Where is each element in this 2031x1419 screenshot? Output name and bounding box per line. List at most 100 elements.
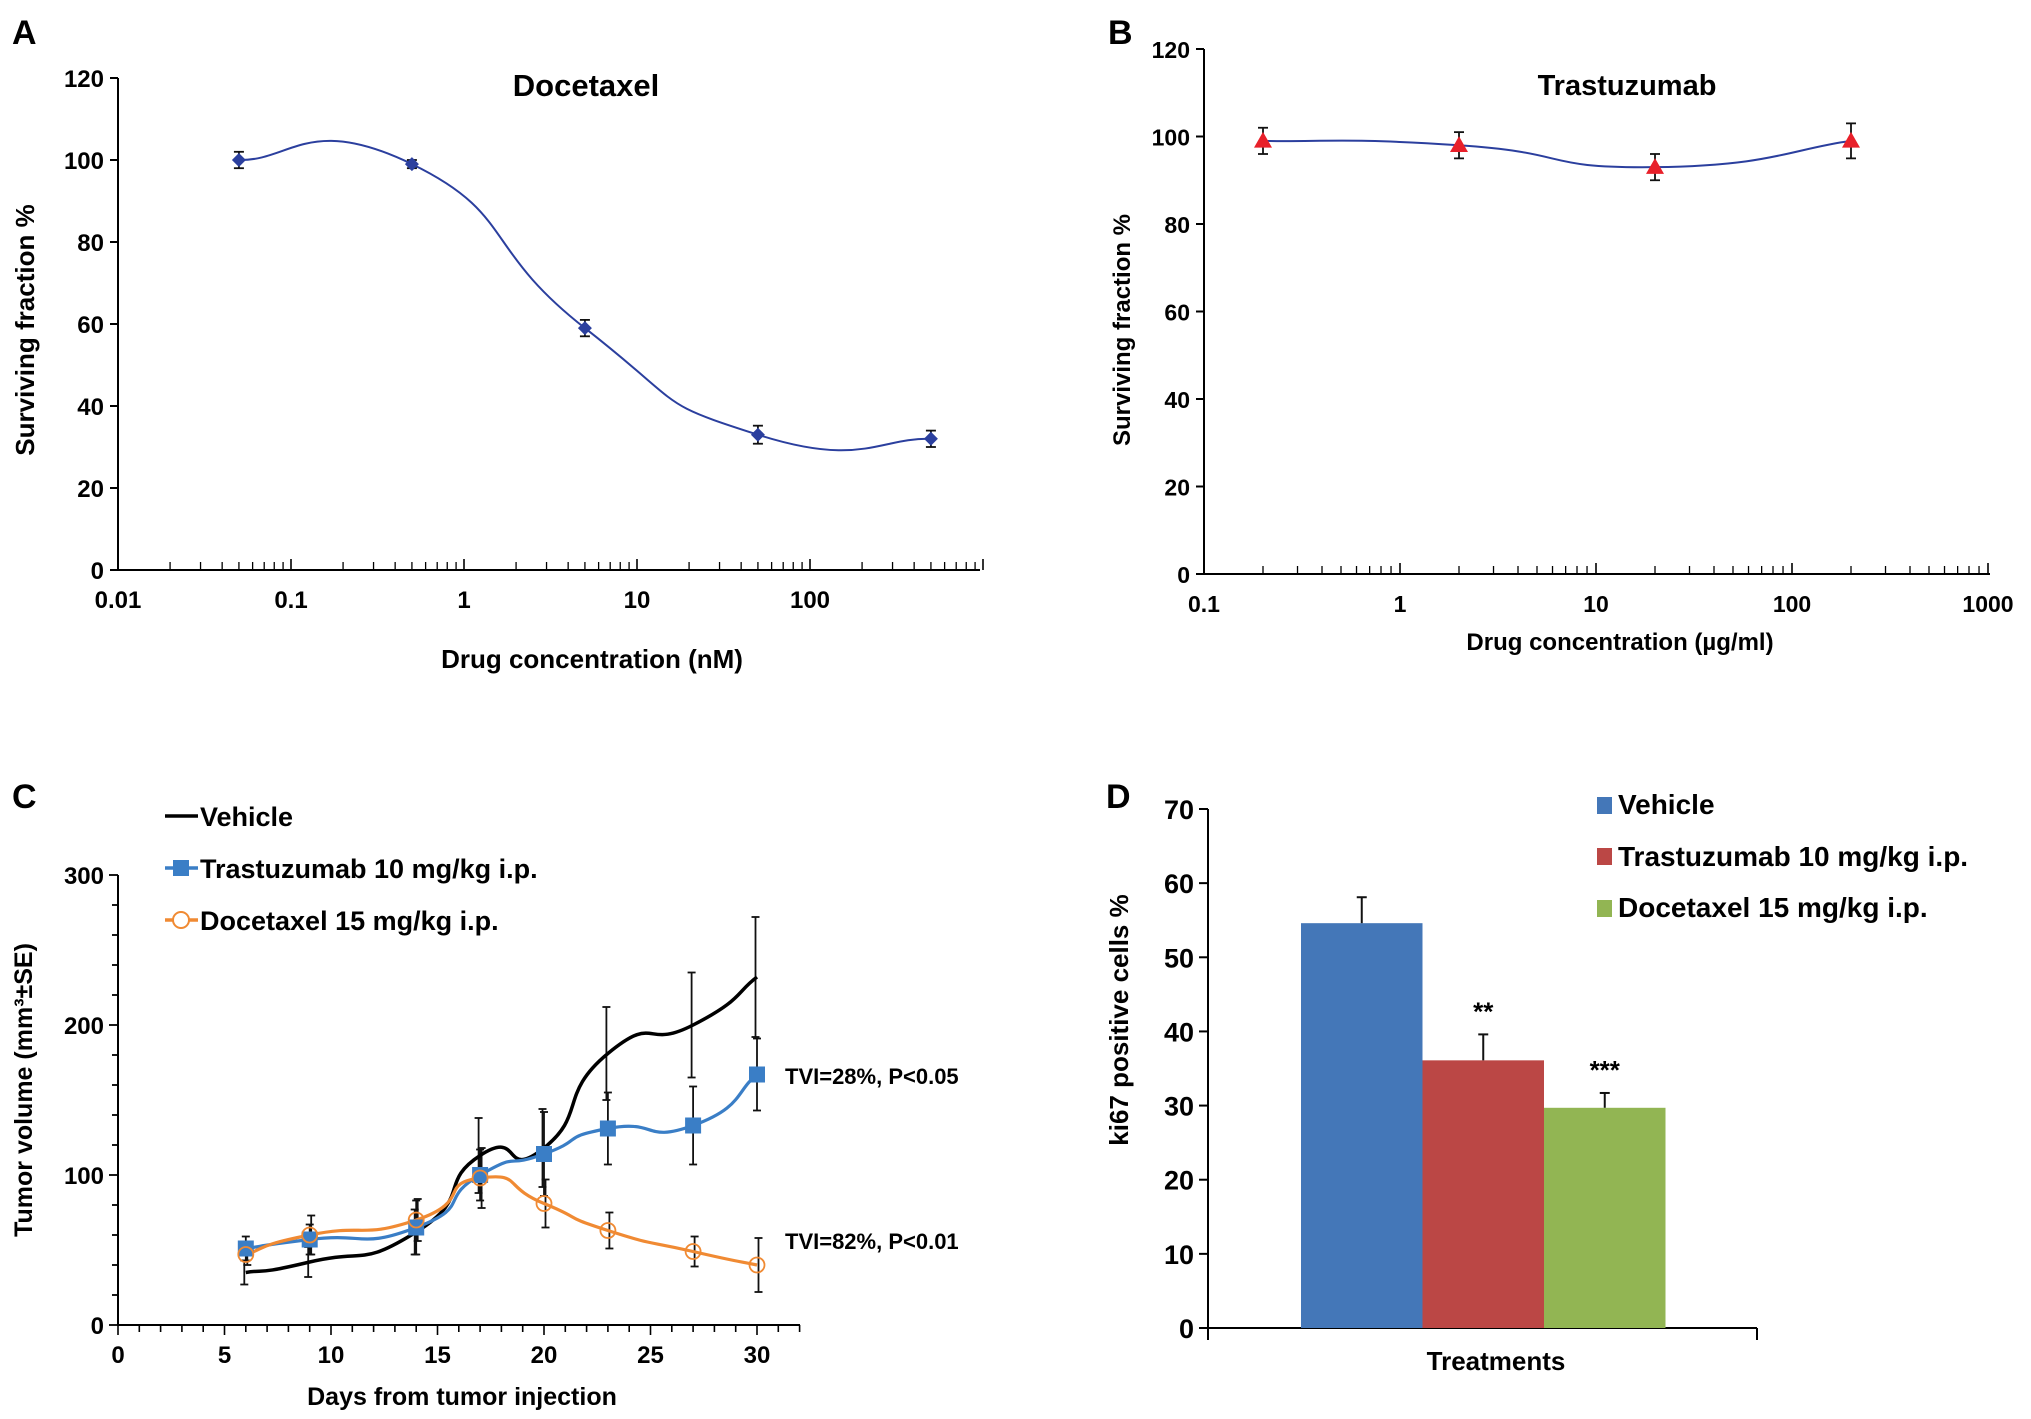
panel-b-series-line [1262, 139, 1852, 169]
panel-label-a: A [12, 14, 37, 52]
panel-a-ytick-label: 40 [77, 394, 104, 421]
legend-vehicle-label: Vehicle [200, 802, 293, 832]
panel-c-annotation-trastuzumab: TVI=28%, P<0.05 [785, 1064, 959, 1089]
panel-a-ytick-label: 100 [64, 148, 104, 175]
panel-c-xtick-label: 5 [218, 1342, 231, 1369]
panel-c-xtick-label: 20 [531, 1342, 558, 1369]
panel-d-ytick-label: 20 [1164, 1166, 1194, 1196]
panel-c-ytick-label: 300 [64, 863, 104, 890]
panel-c-series-line [245, 1073, 759, 1251]
panel-d-xlabel: Treatments [1427, 1346, 1566, 1376]
panel-a-ytick-label: 0 [91, 558, 104, 585]
panel-c-point-docetaxel [237, 1246, 255, 1263]
panel-d-ytick-label: 60 [1164, 869, 1194, 899]
panel-b-title: Trastuzumab [1538, 70, 1717, 102]
panel-c-point-trastuzumab [685, 1117, 702, 1134]
panel-c-point-docetaxel [535, 1195, 553, 1212]
panel-b-ytick-label: 40 [1164, 387, 1190, 413]
panel-label-c: C [12, 778, 37, 816]
panel-a-xtick-label: 1 [457, 587, 470, 614]
panel-c-xtick-label: 25 [637, 1342, 664, 1369]
panel-c-series-line [245, 1175, 758, 1267]
panel-label-b: B [1108, 14, 1133, 52]
panel-a-series-line [238, 139, 931, 452]
legend-d-trastuzumab-label: Trastuzumab 10 mg/kg i.p. [1618, 841, 1968, 872]
panel-a-xlabel: Drug concentration (nM) [441, 644, 743, 674]
panel-c-point-trastuzumab [301, 1231, 318, 1248]
panel-c-point-docetaxel [684, 1243, 702, 1260]
panel-b-ytick-label: 120 [1152, 37, 1190, 63]
panel-a-ytick-label: 80 [77, 230, 104, 257]
panel-a-xtick-label: 10 [624, 587, 651, 614]
panel-c-xlabel: Days from tumor injection [307, 1383, 617, 1411]
panel-d-ylabel: ki67 positive cells % [1104, 894, 1134, 1145]
legend-d-docetaxel-swatch [1597, 900, 1612, 917]
panel-b-ylabel: Surviving fraction % [1109, 214, 1136, 446]
panel-c-series-line [245, 975, 759, 1275]
panel-b-point [1842, 131, 1861, 148]
panel-a-ytick-label: 120 [64, 66, 104, 93]
panel-a-point [923, 431, 938, 446]
panel-d-ytick-label: 40 [1164, 1017, 1194, 1047]
panel-d-ytick-label: 50 [1164, 943, 1194, 973]
panel-a-point [404, 157, 419, 172]
panel-b-xtick-label: 1000 [1962, 591, 2013, 617]
panel-b-xtick-label: 1 [1394, 591, 1407, 617]
legend-d-vehicle-label: Vehicle [1618, 789, 1715, 820]
panel-c-ytick-label: 100 [64, 1163, 104, 1190]
legend-trastuzumab-marker [173, 860, 189, 876]
panel-c-point-docetaxel [301, 1226, 319, 1244]
panel-b-point [1646, 158, 1665, 174]
panel-c-point-docetaxel [599, 1222, 617, 1239]
panel-d-ytick-label: 10 [1164, 1240, 1194, 1270]
panel-b-xtick-label: 10 [1583, 591, 1609, 617]
panel-c-xtick-label: 15 [424, 1342, 451, 1369]
panel-c-xtick-label: 30 [744, 1342, 771, 1369]
panel-b-xlabel: Drug concentration (µg/ml) [1466, 629, 1773, 656]
legend-docetaxel-label: Docetaxel 15 mg/kg i.p. [200, 906, 499, 936]
panel-c-xtick-label: 10 [318, 1342, 345, 1369]
panel-b-xtick-label: 0.1 [1188, 591, 1220, 617]
panel-c-ytick-label: 200 [64, 1013, 104, 1040]
panel-c-point-trastuzumab [472, 1167, 489, 1183]
panel-d-ytick-label: 70 [1164, 795, 1194, 825]
panel-a-xtick-label: 0.01 [95, 587, 142, 614]
panel-d-ytick-label: 30 [1164, 1092, 1194, 1122]
panel-c-point-trastuzumab [749, 1066, 765, 1083]
panel-d-ytick-label: 0 [1179, 1314, 1194, 1344]
panel-c-point-docetaxel [471, 1169, 489, 1187]
panel-d-legend: Vehicle Trastuzumab 10 mg/kg i.p. Doceta… [1597, 789, 1968, 923]
panel-b-point [1450, 136, 1469, 152]
panel-b-point [1254, 131, 1273, 148]
panel-b-ytick-label: 100 [1152, 125, 1190, 151]
legend-trastuzumab-label: Trastuzumab 10 mg/kg i.p. [200, 854, 538, 884]
panel-c-point-trastuzumab [536, 1146, 552, 1162]
panel-b-ytick-label: 20 [1164, 475, 1190, 501]
panel-b-ytick-label: 0 [1177, 562, 1190, 588]
panel-a-point [231, 153, 246, 167]
panel-c-annotation-docetaxel: TVI=82%, P<0.01 [785, 1229, 959, 1254]
panel-d-bar-docetaxel [1544, 1107, 1666, 1328]
legend-d-docetaxel-label: Docetaxel 15 mg/kg i.p. [1618, 892, 1928, 923]
legend-docetaxel-marker [172, 911, 190, 929]
panel-b-ytick-label: 60 [1164, 300, 1190, 326]
panel-a-xtick-label: 0.1 [274, 587, 307, 614]
panel-a-title: Docetaxel [513, 68, 659, 103]
panel-d-bar-vehicle [1301, 923, 1423, 1328]
panel-b-ytick-label: 80 [1164, 212, 1190, 238]
panel-c-legend: Vehicle Trastuzumab 10 mg/kg i.p. Doceta… [165, 802, 538, 936]
legend-d-vehicle-swatch [1597, 797, 1612, 814]
panel-d-bar-trastuzumab [1422, 1060, 1544, 1328]
panel-a-ytick-label: 20 [77, 476, 104, 503]
panel-label-d: D [1106, 778, 1131, 816]
panel-a-xtick-label: 100 [790, 587, 830, 614]
panel-a-point [577, 321, 592, 336]
panel-a-ytick-label: 60 [77, 312, 104, 339]
panel-a-point [750, 427, 765, 442]
panel-b-xtick-label: 100 [1773, 591, 1811, 617]
panel-a-ylabel: Surviving fraction % [10, 204, 40, 455]
panel-c-point-docetaxel [407, 1211, 425, 1229]
panel-c-point-trastuzumab [599, 1120, 616, 1137]
panel-c-ytick-label: 0 [91, 1313, 104, 1340]
panel-c-xtick-label: 0 [111, 1342, 124, 1369]
